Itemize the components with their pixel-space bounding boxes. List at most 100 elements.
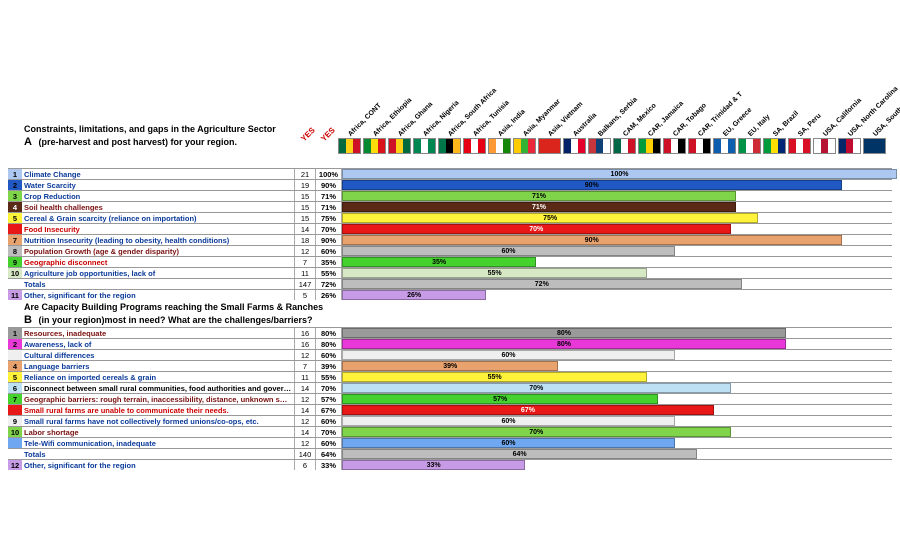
row-number [8,405,22,415]
row-label: Nutrition Insecurity (leading to obesity… [22,235,294,245]
section-b-title-2-text: (in your region)most in need? What are t… [38,315,312,325]
row-label: Climate Change [22,169,294,179]
row-yes-count: 15 [294,213,316,223]
row-yes-count: 7 [294,257,316,267]
row-pct: 55% [316,268,342,278]
row-number [8,449,22,459]
row-pct: 70% [316,383,342,393]
row-number [8,279,22,289]
row-bar-area: 39% [342,361,892,371]
main-title-2-text: (pre-harvest and post harvest) for your … [38,137,237,147]
section-b-title-1: Are Capacity Building Programs reaching … [24,302,892,312]
row-pct: 64% [316,449,342,459]
row-bar-area: 55% [342,372,892,382]
region-flag [338,138,361,154]
data-row: Cultural differences1260%60% [8,349,892,360]
row-bar-area: 67% [342,405,892,415]
row-bar-area: 70% [342,383,892,393]
region-flag [388,138,411,154]
chart-container: Constraints, limitations, and gaps in th… [0,0,900,480]
section-b-rows: 1Resources, inadequate1680%80%2Awareness… [8,327,892,470]
row-yes-count: 14 [294,224,316,234]
row-yes-count: 16 [294,339,316,349]
data-row: 1Climate Change21100%100% [8,168,892,179]
region-flag [838,138,861,154]
region-flag [688,138,711,154]
row-pct: 75% [316,213,342,223]
row-label: Soil health challenges [22,202,294,212]
row-bar: 39% [342,361,558,371]
row-yes-count: 5 [294,290,316,300]
row-yes-count: 11 [294,372,316,382]
row-yes-count: 140 [294,449,316,459]
row-bar: 60% [342,416,675,426]
row-label: Geographic disconnect [22,257,294,267]
row-pct: 60% [316,246,342,256]
row-yes-count: 12 [294,416,316,426]
row-label: Agriculture job opportunities, lack of [22,268,294,278]
row-bar: 33% [342,460,525,470]
data-row: 8Population Growth (age & gender dispari… [8,245,892,256]
row-bar: 55% [342,268,647,278]
region-flag [463,138,486,154]
row-number: 6 [8,383,22,393]
row-yes-count: 18 [294,235,316,245]
row-yes-count: 11 [294,268,316,278]
main-title-2: A (pre-harvest and post harvest) for you… [24,136,276,148]
row-pct: 71% [316,202,342,212]
row-pct: 70% [316,427,342,437]
data-row: 6Disconnect between small rural communit… [8,382,892,393]
region-label: Africa, South Africa [447,87,498,138]
data-row: Totals14064%64% [8,448,892,459]
data-row: Tele-Wifi communication, inadequate1260%… [8,437,892,448]
row-label: Small rural farms have not collectively … [22,416,294,426]
region-flags [338,138,886,154]
data-row: 9Small rural farms have not collectively… [8,415,892,426]
region-flag [713,138,736,154]
region-label: SA, Brazil [772,110,800,138]
row-number: 9 [8,416,22,426]
row-label: Awareness, lack of [22,339,294,349]
row-bar: 70% [342,383,731,393]
region-label: CAR, Trinidad & T [697,91,744,138]
row-number: 5 [8,372,22,382]
row-bar-area: 70% [342,224,892,234]
data-row: 9Geographic disconnect735%35% [8,256,892,267]
region-flag [863,138,886,154]
row-pct: 80% [316,339,342,349]
data-row: 10Labor shortage1470%70% [8,426,892,437]
row-yes-count: 12 [294,394,316,404]
region-flag [738,138,761,154]
row-number: 4 [8,361,22,371]
region-flag [413,138,436,154]
data-row: 7Geographic barriers: rough terrain, ina… [8,393,892,404]
row-label: Water Scarcity [22,180,294,190]
row-bar-area: 64% [342,449,892,459]
row-bar-area: 80% [342,328,892,338]
row-pct: 90% [316,180,342,190]
region-label: SA, Peru [797,112,823,138]
row-bar-area: 60% [342,416,892,426]
row-pct: 26% [316,290,342,300]
row-number [8,224,22,234]
region-label: EU, Italy [747,114,771,138]
row-pct: 71% [316,191,342,201]
region-flag [563,138,586,154]
section-b-title-2: B (in your region)most in need? What are… [24,314,892,326]
header-area: Constraints, limitations, and gaps in th… [8,10,892,168]
row-yes-count: 15 [294,202,316,212]
row-bar: 26% [342,290,486,300]
region-flag [363,138,386,154]
row-bar-area: 35% [342,257,892,267]
row-number: 12 [8,460,22,470]
row-number: 2 [8,180,22,190]
row-label: Totals [22,449,294,459]
data-row: 2Water Scarcity1990%90% [8,179,892,190]
row-bar: 60% [342,438,675,448]
region-flag [613,138,636,154]
region-flag [488,138,511,154]
row-pct: 70% [316,224,342,234]
row-pct: 90% [316,235,342,245]
data-row: Totals14772%72% [8,278,892,289]
row-pct: 60% [316,416,342,426]
